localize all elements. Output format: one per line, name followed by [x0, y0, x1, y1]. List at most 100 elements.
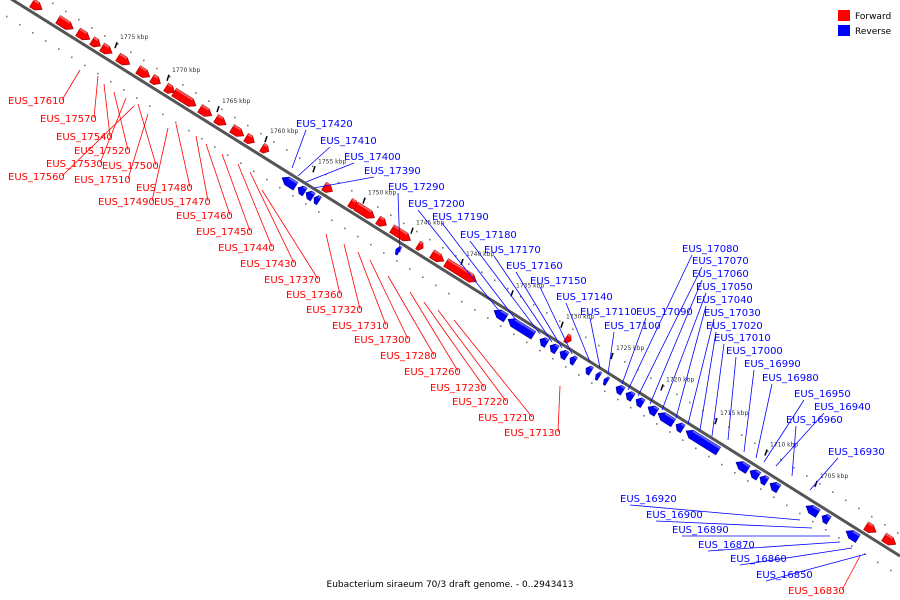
reverse-gene-label[interactable]: EUS_17040 — [696, 295, 753, 306]
reverse-gene-label[interactable]: EUS_17180 — [460, 230, 517, 241]
reverse-gene-label[interactable]: EUS_16960 — [786, 415, 843, 426]
reverse-gene-arrow[interactable] — [844, 527, 861, 543]
reverse-gene-arrow[interactable] — [758, 473, 770, 486]
reverse-gene-label[interactable]: EUS_17150 — [530, 276, 587, 287]
reverse-gene-label[interactable]: EUS_16920 — [620, 494, 677, 505]
forward-gene-label[interactable]: EUS_17440 — [218, 243, 275, 254]
reverse-gene-label[interactable]: EUS_17020 — [706, 321, 763, 332]
reverse-gene-arrow[interactable] — [538, 336, 550, 348]
reverse-gene-label[interactable]: EUS_17060 — [692, 269, 749, 280]
reverse-gene-label[interactable]: EUS_17080 — [682, 244, 739, 255]
forward-gene-arrow[interactable] — [115, 52, 133, 68]
forward-gene-arrow[interactable] — [881, 532, 899, 548]
forward-gene-label[interactable]: EUS_17220 — [452, 397, 509, 408]
forward-gene-label[interactable]: EUS_17370 — [264, 275, 321, 286]
forward-gene-label[interactable]: EUS_17260 — [404, 367, 461, 378]
forward-gene-label[interactable]: EUS_17280 — [380, 351, 437, 362]
reverse-gene-arrow[interactable] — [748, 467, 762, 481]
reverse-gene-label[interactable]: EUS_17010 — [714, 333, 771, 344]
reverse-gene-arrow[interactable] — [594, 371, 603, 381]
forward-gene-arrow[interactable] — [213, 114, 229, 129]
forward-gene-arrow[interactable] — [229, 124, 247, 140]
reverse-gene-arrow[interactable] — [646, 403, 660, 417]
reverse-gene-arrow[interactable] — [684, 427, 722, 456]
reverse-gene-label[interactable]: EUS_17190 — [432, 212, 489, 223]
reverse-gene-label[interactable]: EUS_16900 — [646, 510, 703, 521]
reverse-gene-arrow[interactable] — [304, 189, 316, 202]
reverse-gene-arrow[interactable] — [394, 245, 403, 256]
forward-gene-arrow[interactable] — [163, 82, 177, 96]
forward-gene-arrow[interactable] — [353, 201, 377, 221]
forward-gene-arrow[interactable] — [75, 27, 93, 43]
forward-gene-label[interactable]: EUS_17300 — [354, 335, 411, 346]
reverse-gene-label[interactable]: EUS_16950 — [794, 389, 851, 400]
forward-gene-label[interactable]: EUS_17230 — [430, 383, 487, 394]
forward-gene-label[interactable]: EUS_17570 — [40, 114, 97, 125]
forward-gene-label[interactable]: EUS_17320 — [306, 305, 363, 316]
reverse-gene-label[interactable]: EUS_16930 — [828, 447, 885, 458]
forward-gene-arrow[interactable] — [149, 74, 163, 87]
forward-gene-arrow[interactable] — [259, 142, 272, 155]
forward-gene-arrow[interactable] — [135, 65, 153, 81]
reverse-gene-arrow[interactable] — [656, 410, 677, 428]
forward-gene-label[interactable]: EUS_17560 — [8, 172, 65, 183]
reverse-gene-label[interactable]: EUS_17070 — [692, 256, 749, 267]
reverse-gene-arrow[interactable] — [624, 389, 636, 402]
reverse-gene-arrow[interactable] — [734, 458, 751, 474]
reverse-gene-arrow[interactable] — [296, 184, 308, 197]
reverse-gene-label[interactable]: EUS_17200 — [408, 199, 465, 210]
reverse-gene-label[interactable]: EUS_17420 — [296, 119, 353, 130]
reverse-gene-label[interactable]: EUS_17400 — [344, 152, 401, 163]
forward-gene-label[interactable]: EUS_17610 — [8, 96, 65, 107]
forward-gene-label[interactable]: EUS_17470 — [154, 197, 211, 208]
forward-gene-label[interactable]: EUS_17530 — [46, 159, 103, 170]
forward-gene-arrow[interactable] — [243, 132, 257, 146]
reverse-gene-arrow[interactable] — [602, 376, 611, 386]
reverse-gene-label[interactable]: EUS_17290 — [388, 182, 445, 193]
reverse-gene-label[interactable]: EUS_16990 — [744, 359, 801, 370]
reverse-gene-arrow[interactable] — [492, 307, 509, 323]
reverse-gene-arrow[interactable] — [280, 174, 299, 191]
forward-gene-label[interactable]: EUS_17500 — [102, 161, 159, 172]
forward-gene-label[interactable]: EUS_17450 — [196, 227, 253, 238]
forward-gene-arrow[interactable] — [89, 36, 103, 50]
forward-gene-label[interactable]: EUS_17520 — [74, 146, 131, 157]
reverse-gene-label[interactable]: EUS_17140 — [556, 292, 613, 303]
forward-gene-arrow[interactable] — [29, 0, 45, 13]
reverse-gene-label[interactable]: EUS_16940 — [814, 402, 871, 413]
forward-gene-arrow[interactable] — [197, 104, 215, 120]
reverse-gene-label[interactable]: EUS_17050 — [696, 282, 753, 293]
forward-gene-arrow[interactable] — [375, 215, 389, 229]
forward-gene-arrow[interactable] — [429, 249, 447, 265]
reverse-gene-arrow[interactable] — [614, 383, 626, 396]
reverse-gene-arrow[interactable] — [584, 364, 594, 376]
reverse-gene-arrow[interactable] — [312, 194, 322, 206]
reverse-gene-arrow[interactable] — [634, 396, 646, 409]
reverse-gene-label[interactable]: EUS_17390 — [364, 166, 421, 177]
reverse-gene-arrow[interactable] — [568, 354, 578, 366]
reverse-gene-label[interactable]: EUS_16980 — [762, 373, 819, 384]
forward-gene-label[interactable]: EUS_17130 — [504, 428, 561, 439]
forward-gene-arrow[interactable] — [99, 42, 115, 57]
reverse-gene-arrow[interactable] — [674, 421, 686, 434]
reverse-gene-arrow[interactable] — [820, 512, 832, 525]
reverse-gene-label[interactable]: EUS_17090 — [636, 307, 693, 318]
reverse-gene-label[interactable]: EUS_17170 — [484, 245, 541, 256]
reverse-gene-label[interactable]: EUS_17030 — [704, 308, 761, 319]
forward-gene-label[interactable]: EUS_17430 — [240, 259, 297, 270]
reverse-gene-label[interactable]: EUS_17110 — [580, 307, 637, 318]
reverse-gene-label[interactable]: EUS_17000 — [726, 346, 783, 357]
forward-gene-arrow[interactable] — [55, 15, 76, 33]
forward-gene-label[interactable]: EUS_17480 — [136, 183, 193, 194]
reverse-gene-arrow[interactable] — [506, 316, 537, 340]
forward-gene-label[interactable]: EUS_17510 — [74, 175, 131, 186]
reverse-gene-label[interactable]: EUS_16860 — [730, 554, 787, 565]
reverse-gene-label[interactable]: EUS_17100 — [604, 321, 661, 332]
forward-gene-arrow[interactable] — [443, 258, 479, 286]
reverse-gene-arrow[interactable] — [768, 480, 782, 494]
reverse-gene-arrow[interactable] — [548, 342, 560, 355]
reverse-gene-label[interactable]: EUS_16890 — [672, 525, 729, 536]
reverse-gene-label[interactable]: EUS_16850 — [756, 570, 813, 581]
forward-gene-arrow[interactable] — [415, 240, 426, 252]
forward-gene-label[interactable]: EUS_17460 — [176, 211, 233, 222]
